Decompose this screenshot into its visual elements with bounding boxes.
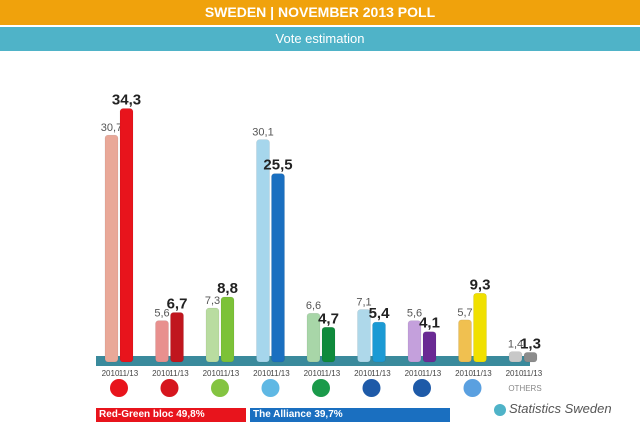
tick-label-mp-curr: 11/13 xyxy=(220,369,240,378)
data-label-c-prev: 6,6 xyxy=(306,300,321,312)
party-logo-fp-icon xyxy=(362,379,381,397)
data-label-mp-curr: 8,8 xyxy=(217,280,238,297)
red-green-bloc-label: Red-Green bloc 49,8% xyxy=(96,408,246,422)
others-label: OTHERS xyxy=(508,384,541,393)
data-label-others-curr: 1,3 xyxy=(520,335,541,352)
party-logo-v-icon xyxy=(160,379,179,397)
party-logo-mp-icon xyxy=(211,379,229,397)
data-label-mp-prev: 7,3 xyxy=(205,295,220,307)
party-logo-m-icon xyxy=(261,379,280,397)
data-label-kd-prev: 5,6 xyxy=(407,308,422,320)
data-label-v-prev: 5,6 xyxy=(154,308,169,320)
bar-mp-curr xyxy=(220,296,235,363)
tick-label-m-curr: 11/13 xyxy=(270,369,290,378)
tick-label-others-curr: 11/13 xyxy=(523,369,543,378)
data-label-sd-prev: 5,7 xyxy=(457,307,472,319)
bar-sd-curr xyxy=(473,293,487,363)
data-label-c-curr: 4,7 xyxy=(318,310,339,327)
data-label-s-curr: 34,3 xyxy=(112,92,141,109)
party-logo-kd-icon xyxy=(413,379,431,397)
tick-label-mp-prev: 2010 xyxy=(203,369,221,378)
source-credit: Statistics Sweden xyxy=(494,401,612,416)
tick-label-fp-curr: 11/13 xyxy=(371,369,391,378)
party-logo-c-icon xyxy=(312,379,330,397)
tick-label-c-curr: 11/13 xyxy=(321,369,341,378)
chart-subtitle: Vote estimation xyxy=(0,27,640,51)
data-label-fp-prev: 7,1 xyxy=(356,297,371,309)
party-logo-sd-icon xyxy=(463,379,482,397)
tick-label-m-prev: 2010 xyxy=(253,369,271,378)
bar-s-prev xyxy=(104,134,119,363)
alliance-bloc-label: The Alliance 39,7% xyxy=(250,408,450,422)
data-label-v-curr: 6,7 xyxy=(167,295,188,312)
tick-label-s-prev: 2010 xyxy=(102,369,120,378)
credit-text: Statistics Sweden xyxy=(509,401,612,416)
bar-sd-prev xyxy=(458,319,472,363)
tick-label-kd-curr: 11/13 xyxy=(422,369,442,378)
data-label-kd-curr: 4,1 xyxy=(419,315,440,332)
bar-others-prev xyxy=(508,351,523,363)
data-label-m-prev: 30,1 xyxy=(252,127,273,139)
bar-c-prev xyxy=(306,312,321,363)
tick-label-sd-prev: 2010 xyxy=(455,369,473,378)
bar-v-prev xyxy=(155,320,169,363)
bar-mp-prev xyxy=(205,307,220,363)
tick-label-fp-prev: 2010 xyxy=(354,369,372,378)
tick-label-s-curr: 11/13 xyxy=(119,369,139,378)
statistics-sweden-logo-icon xyxy=(494,403,506,416)
tick-label-others-prev: 2010 xyxy=(506,369,524,378)
data-label-fp-curr: 5,4 xyxy=(369,305,391,322)
party-logo-s-icon xyxy=(110,379,128,397)
bar-m-curr xyxy=(271,173,285,363)
data-label-others-prev: 1,4 xyxy=(508,339,523,351)
tick-label-v-prev: 2010 xyxy=(152,369,170,378)
data-label-m-curr: 25,5 xyxy=(263,157,292,174)
tick-label-sd-curr: 11/13 xyxy=(472,369,492,378)
tick-label-c-prev: 2010 xyxy=(304,369,322,378)
bar-kd-prev xyxy=(407,320,422,363)
bar-m-prev xyxy=(256,139,270,363)
bar-kd-curr xyxy=(422,331,437,363)
chart-title: SWEDEN | NOVEMBER 2013 POLL xyxy=(0,0,640,25)
bar-s-curr xyxy=(119,108,134,363)
tick-label-v-curr: 11/13 xyxy=(169,369,189,378)
bar-c-curr xyxy=(321,327,336,363)
bar-v-curr xyxy=(170,312,184,363)
data-label-sd-curr: 9,3 xyxy=(470,276,491,293)
data-label-s-prev: 30,7 xyxy=(101,122,122,134)
bar-others-curr xyxy=(523,352,538,363)
bar-fp-prev xyxy=(357,309,371,363)
bar-fp-curr xyxy=(372,321,386,363)
tick-label-kd-prev: 2010 xyxy=(405,369,423,378)
